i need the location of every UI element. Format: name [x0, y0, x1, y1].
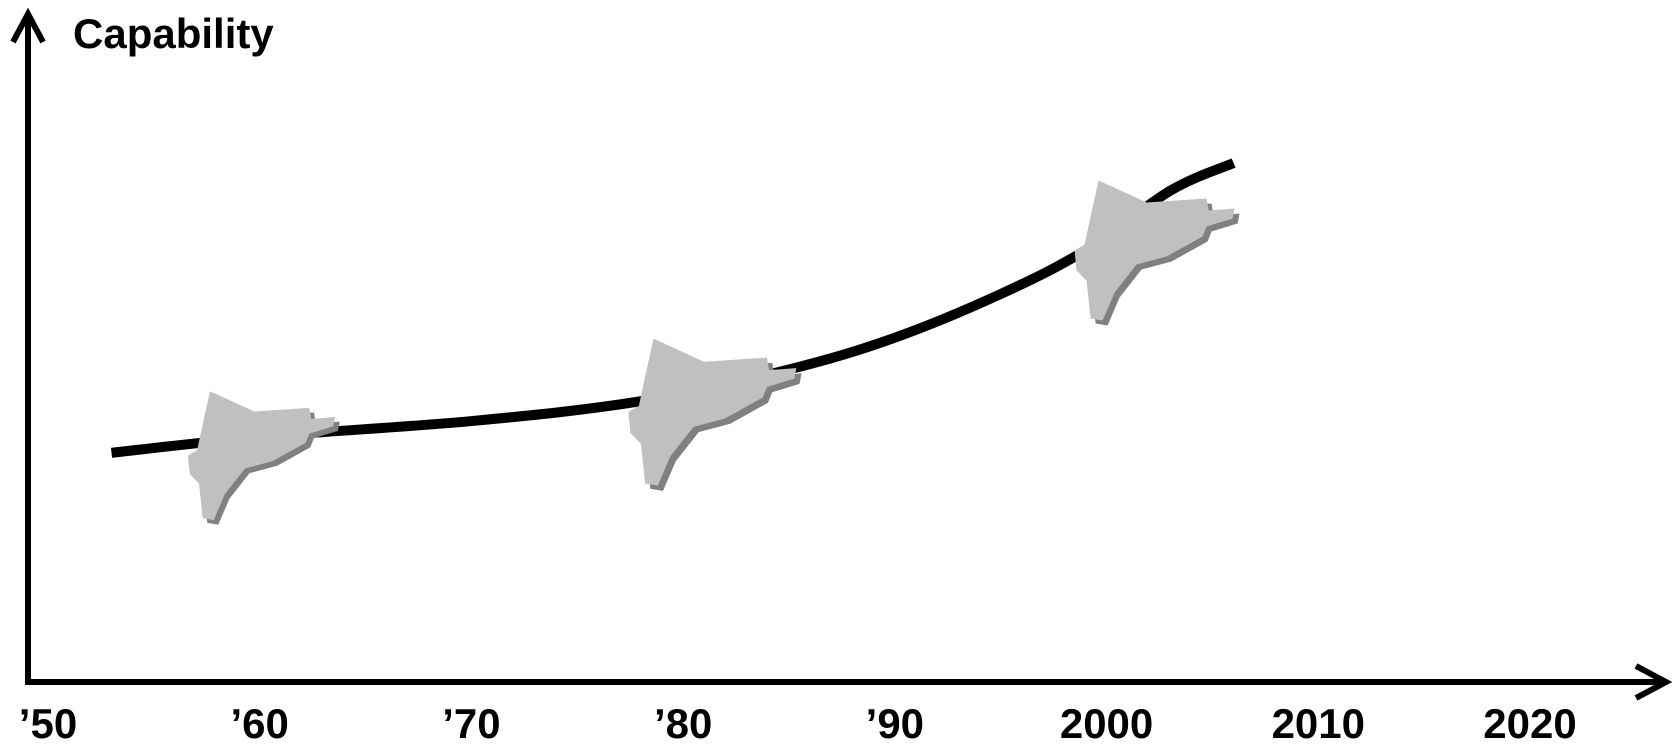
x-tick-label: ’60: [231, 700, 289, 747]
x-tick-labels: ’50 ’60 ’70 ’80 ’90 2000 2010 2020: [19, 700, 1577, 747]
fighter-jet-icon: [187, 391, 340, 525]
x-tick-label: ’90: [866, 700, 924, 747]
x-axis-arrowhead: [1634, 663, 1673, 701]
x-tick-label: 2000: [1060, 700, 1153, 747]
y-axis-arrowhead: [10, 7, 46, 44]
aircraft-annotations: [187, 180, 1240, 525]
fighter-jet-icon: [1074, 180, 1240, 326]
x-tick-label: 2010: [1272, 700, 1365, 747]
fighter-jet-icon: [628, 338, 802, 491]
x-tick-label: ’80: [654, 700, 712, 747]
x-tick-label: 2020: [1483, 700, 1576, 747]
x-tick-label: ’50: [19, 700, 77, 747]
y-axis-label: Capability: [73, 10, 274, 57]
x-tick-label: ’70: [442, 700, 500, 747]
